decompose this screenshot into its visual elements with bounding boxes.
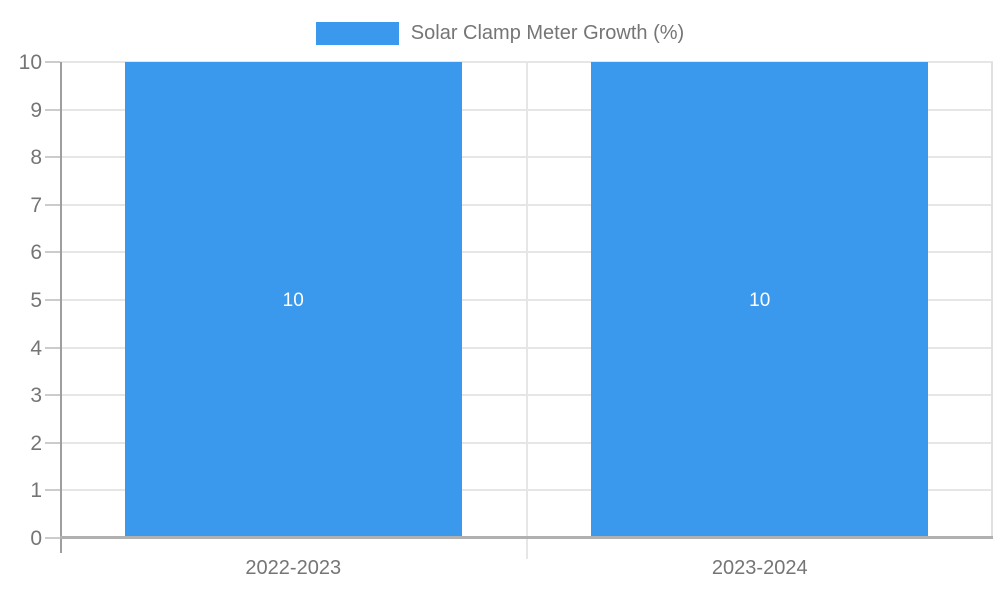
legend-swatch	[315, 21, 399, 45]
y-axis-tick-mark	[45, 489, 60, 492]
x-axis-baseline	[60, 536, 993, 539]
y-axis-tick-mark	[45, 108, 60, 111]
y-axis-tick-mark	[45, 441, 60, 444]
y-axis-tick-mark	[45, 299, 60, 301]
y-axis-tick-label: 9	[30, 98, 42, 122]
y-axis-tick-mark	[45, 251, 60, 254]
y-axis-tick-label: 1	[30, 479, 42, 503]
y-axis-tick-label: 8	[30, 146, 42, 170]
y-axis-tick-mark	[45, 394, 60, 397]
plot-right-border	[991, 62, 993, 538]
y-axis-tick-mark	[45, 203, 60, 206]
y-axis-tick-label: 2	[30, 431, 42, 455]
y-axis-tick-mark	[45, 537, 60, 539]
y-axis-line	[60, 62, 62, 553]
legend-label: Solar Clamp Meter Growth (%)	[410, 22, 685, 44]
plot-area: 10 10	[60, 61, 993, 538]
category-separator-gridline	[525, 62, 528, 538]
legend: Solar Clamp Meter Growth (%)	[0, 20, 1000, 46]
y-axis-tick-mark	[45, 61, 60, 63]
y-axis-tick-label: 5	[30, 289, 42, 312]
y-axis-tick-mark	[45, 156, 60, 159]
y-axis-tick-label: 7	[30, 193, 42, 217]
y-axis-tick-mark	[45, 346, 60, 349]
x-axis-tick-label: 2022-2023	[245, 557, 342, 579]
bar[interactable]: 10	[124, 62, 462, 538]
y-axis-tick-label: 4	[30, 336, 42, 360]
y-axis-tick-label: 6	[30, 241, 42, 265]
y-axis-tick-label: 0	[30, 527, 42, 550]
x-axis-tick-mark	[525, 539, 528, 559]
bar-value-label: 10	[749, 290, 771, 311]
bar[interactable]: 10	[591, 62, 929, 538]
bar-value-label: 10	[282, 290, 304, 311]
x-axis-tick-label: 2023-2024	[711, 557, 808, 579]
y-axis-tick-label: 10	[18, 51, 42, 74]
y-axis-tick-label: 3	[30, 384, 42, 408]
